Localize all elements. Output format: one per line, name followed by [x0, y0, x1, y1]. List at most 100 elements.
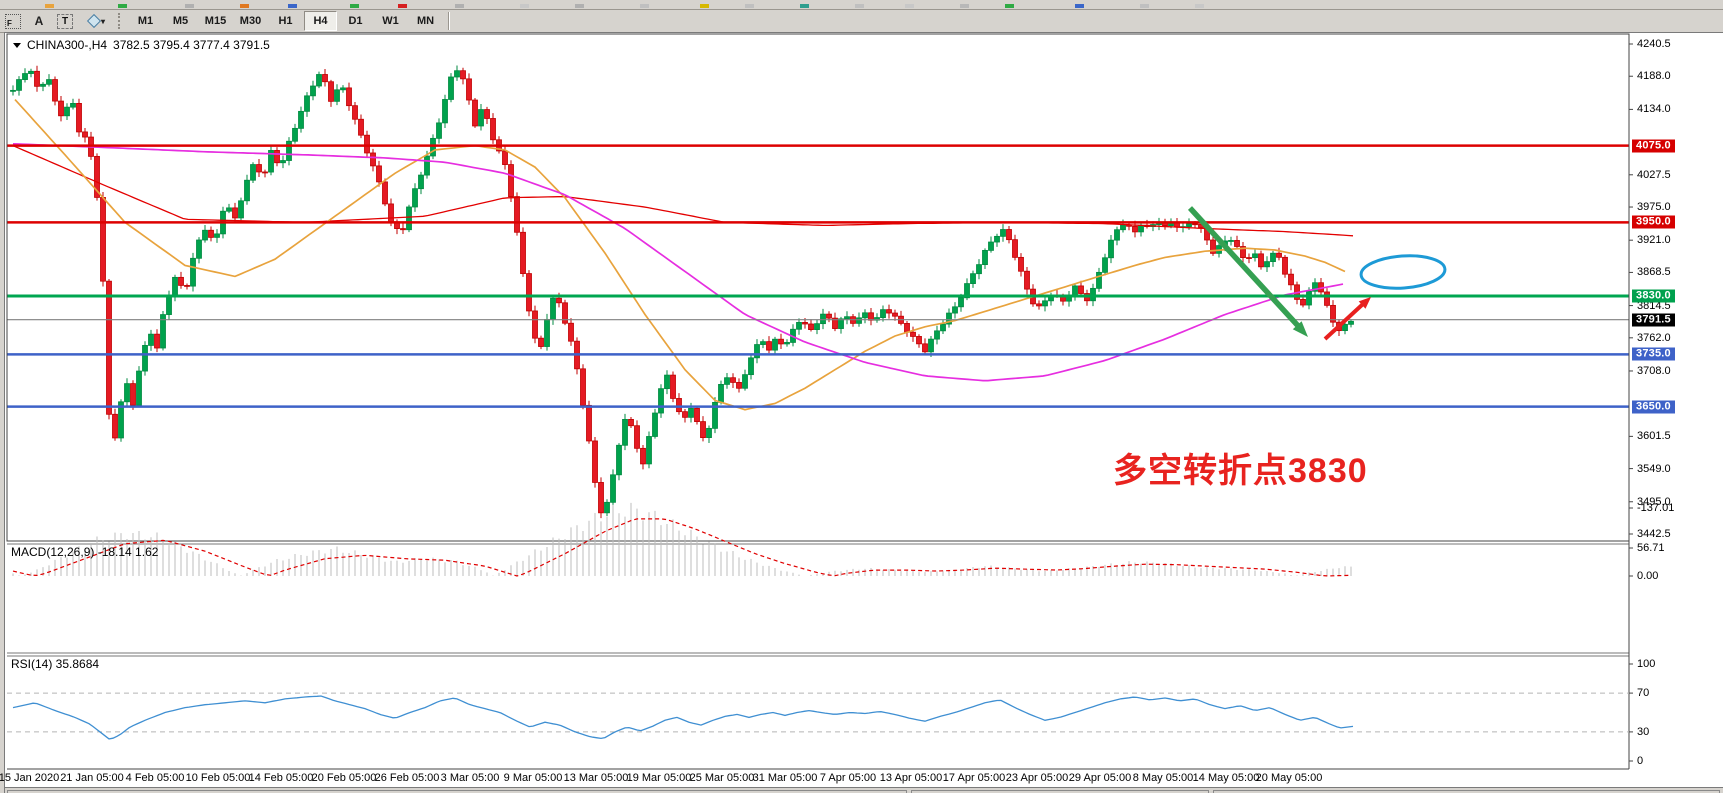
date-label: 29 Apr 05:00 [1068, 772, 1132, 784]
turning-point-annotation: 多空转折点3830 [1113, 452, 1368, 490]
clipped-icon-fragment [745, 4, 754, 8]
clipped-icon-fragment [288, 4, 297, 8]
timeframe-button-m15[interactable]: M15 [204, 15, 227, 27]
bottom-tab[interactable] [911, 790, 1209, 793]
clipped-icon-fragment [1005, 4, 1014, 8]
price-tick: 3601.5 [1637, 430, 1671, 443]
rsi-tick: 70 [1637, 687, 1650, 700]
text-label-glyph: T [57, 13, 73, 29]
dropdown-arrow-icon: ▾ [100, 16, 105, 26]
price-chart-canvas[interactable] [5, 33, 1723, 793]
macd-histogram [12, 502, 1352, 576]
date-label: 20 May 05:00 [1255, 772, 1323, 784]
clipped-icon-fragment [118, 4, 127, 8]
blue-ellipse-highlight [1359, 254, 1447, 290]
price-tick: 3814.5 [1637, 299, 1671, 312]
clipped-icon-fragment [960, 4, 969, 8]
red-arrow-head [1358, 297, 1371, 309]
timeframe-button-h1[interactable]: H1 [278, 15, 293, 27]
date-label: 15 Jan 2020 [0, 772, 60, 784]
price-tick: 3975.0 [1637, 201, 1671, 214]
price-tick: 4240.5 [1637, 38, 1671, 50]
chart-title: CHINA300-,H4 3782.5 3795.4 3777.4 3791.5 [13, 38, 270, 52]
macd-tick: 56.71 [1637, 542, 1665, 554]
date-label: 25 Mar 05:00 [689, 772, 755, 784]
macd-indicator-label: MACD(12,26,9) -18.14 1.62 [11, 545, 159, 559]
macd-tick: -137.01 [1637, 502, 1675, 514]
chart-toolbar: F A T ▾ M1 M5 M15 M30 H1 H4 D1 W1 MN [0, 10, 1723, 33]
symbol-period-label: CHINA300-,H4 [27, 38, 108, 52]
draw-objects-icon[interactable]: ▾ [80, 12, 114, 30]
price-tick: 4188.0 [1637, 70, 1671, 83]
candlesticks [10, 65, 1354, 519]
red-trend-arrow [1323, 302, 1365, 341]
price-tick: 4134.0 [1637, 103, 1671, 116]
timeframe-button-m5[interactable]: M5 [172, 15, 189, 27]
price-tick: 3921.0 [1637, 234, 1671, 247]
clipped-icon-fragment [1075, 4, 1084, 8]
green-arrow-head [1292, 321, 1308, 337]
macd-tick: 0.00 [1637, 570, 1659, 582]
ma-red-line [12, 145, 1354, 237]
timeframe-button-w1[interactable]: W1 [382, 15, 399, 27]
date-label: 26 Feb 05:00 [374, 772, 440, 784]
timeframe-button-mn[interactable]: MN [416, 15, 435, 27]
bottom-tab[interactable] [7, 790, 907, 793]
date-label: 21 Jan 05:00 [60, 772, 124, 784]
clipped-icon-fragment [640, 4, 649, 8]
clipped-icon-fragment [905, 4, 914, 8]
clipped-icon-fragment [855, 4, 864, 8]
toolbar-grip[interactable] [118, 13, 124, 29]
chart-grid-f-icon[interactable]: F [2, 12, 24, 30]
price-tick: 4027.5 [1637, 168, 1671, 181]
clipped-icon-fragment [455, 4, 464, 8]
clipped-icon-fragment [700, 4, 709, 8]
date-label: 4 Feb 05:00 [125, 772, 185, 784]
price-tick: 3442.5 [1637, 528, 1671, 540]
date-label: 31 Mar 05:00 [752, 772, 818, 784]
clipped-icon-fragment [185, 4, 194, 8]
price-badge-3735.0: 3735.0 [1632, 347, 1675, 361]
price-tick: 3495.0 [1637, 495, 1671, 508]
price-badge-3830.0: 3830.0 [1632, 289, 1675, 303]
date-label: 13 Mar 05:00 [563, 772, 629, 784]
clipped-bottom-tabs [5, 787, 1723, 793]
green-trend-arrow [1187, 206, 1303, 330]
text-annotation-icon[interactable]: A [34, 14, 44, 28]
clipped-icon-fragment [575, 4, 584, 8]
rsi-tick: 0 [1637, 755, 1644, 767]
date-label: 9 Mar 05:00 [503, 772, 563, 784]
date-label: 3 Mar 05:00 [440, 772, 500, 784]
rsi-tick: 100 [1637, 658, 1656, 670]
symbol-dropdown-icon[interactable] [13, 42, 21, 48]
price-badge-3791.5: 3791.5 [1632, 313, 1675, 327]
timeframe-button-d1[interactable]: D1 [348, 15, 363, 27]
clipped-icon-fragment [240, 4, 249, 8]
timeframe-button-m1[interactable]: M1 [137, 15, 154, 27]
text-label-icon[interactable]: T [54, 12, 76, 30]
price-tick: 3549.0 [1637, 462, 1671, 475]
timeframe-button-m30[interactable]: M30 [239, 15, 262, 27]
toolbar-separator [448, 12, 450, 30]
date-label: 10 Feb 05:00 [185, 772, 251, 784]
chart-window: CHINA300-,H4 3782.5 3795.4 3777.4 3791.5… [0, 32, 1723, 793]
grid-f-glyph: F [5, 13, 21, 29]
date-label: 19 Mar 05:00 [626, 772, 692, 784]
clipped-icon-fragment [45, 4, 54, 8]
price-badge-3950.0: 3950.0 [1632, 215, 1675, 229]
chart-background [5, 33, 1723, 793]
date-label: 14 Feb 05:00 [248, 772, 314, 784]
timeframe-bar: M1 M5 M15 M30 H1 H4 D1 W1 MN [128, 11, 443, 31]
date-label: 7 Apr 05:00 [819, 772, 877, 784]
price-tick: 3708.0 [1637, 364, 1671, 377]
date-label: 13 Apr 05:00 [879, 772, 943, 784]
rsi-line [12, 695, 1354, 740]
ma-orange-line [14, 99, 1346, 411]
timeframe-button-h4[interactable]: H4 [304, 11, 337, 31]
clipped-icon-fragment [398, 4, 407, 8]
bottom-tab[interactable] [1213, 790, 1720, 793]
rsi-tick: 30 [1637, 725, 1650, 738]
clipped-toolbar-row [0, 0, 1723, 10]
date-label: 17 Apr 05:00 [942, 772, 1006, 784]
